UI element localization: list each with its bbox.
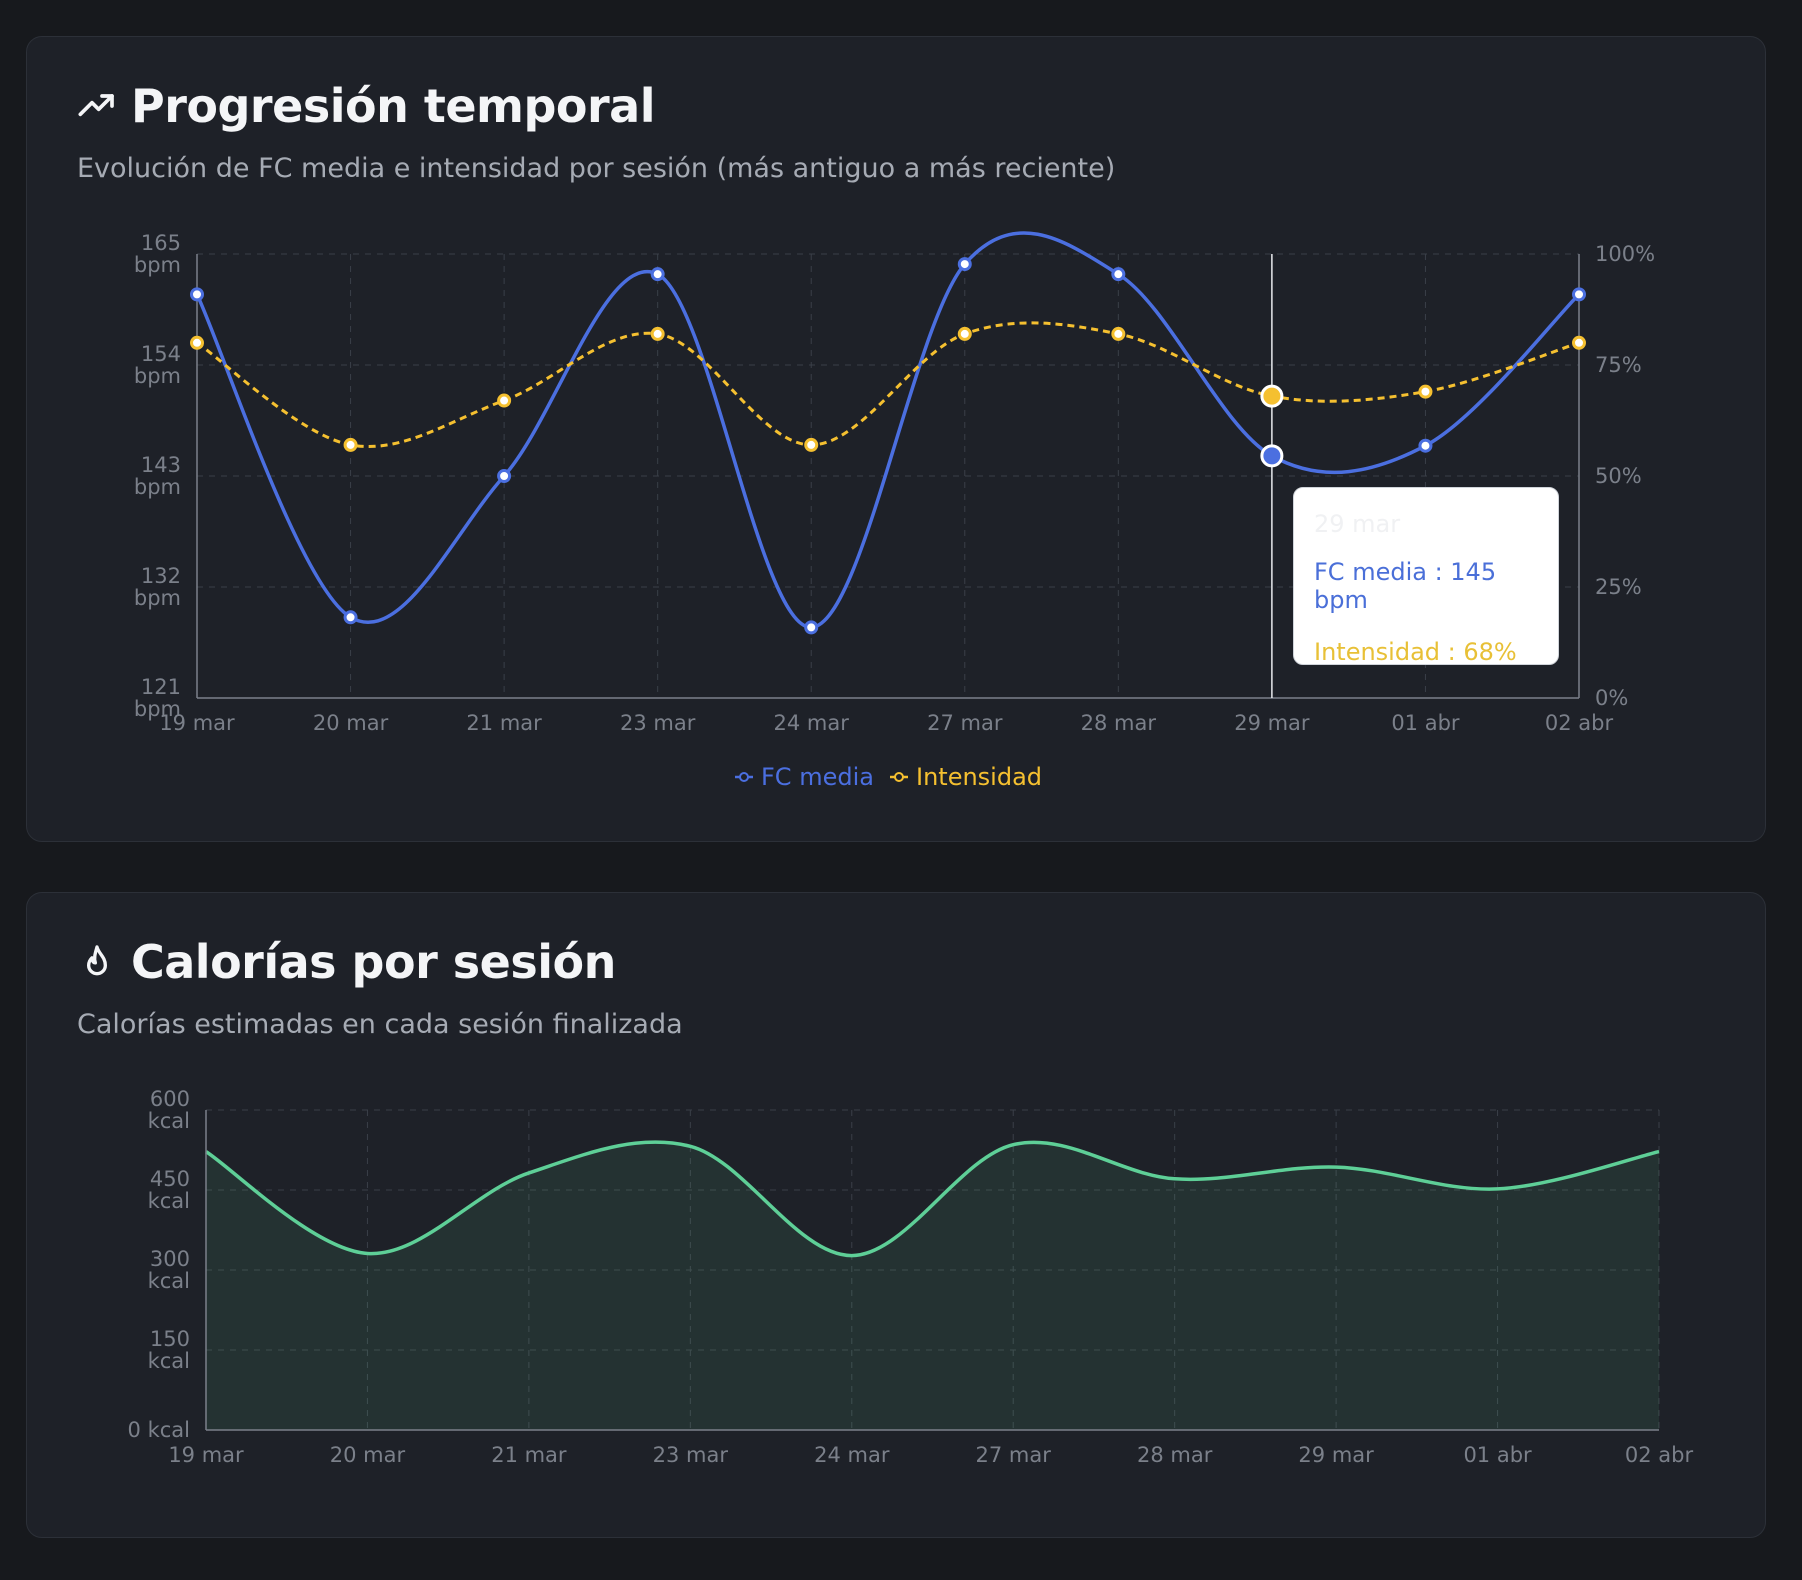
fc-point (1260, 444, 1284, 468)
tooltip-intensity: Intensidad : 68% (1314, 638, 1517, 666)
intensity-point (1111, 326, 1126, 341)
calories-card: Calorías por sesión Calorías estimadas e… (26, 892, 1766, 1538)
x-tick: 28 mar (1137, 1443, 1213, 1467)
x-tick: 24 mar (814, 1443, 890, 1467)
x-tick: 21 mar (491, 1443, 567, 1467)
chart-tooltip: 29 mar FC media : 145 bpm Intensidad : 6… (1293, 487, 1559, 666)
fc-point (957, 257, 972, 272)
fc-point (650, 267, 665, 282)
intensity-point (1572, 335, 1586, 350)
y-right-tick: 50% (1595, 464, 1642, 488)
fc-point (804, 620, 819, 635)
calories-subtitle: Calorías estimadas en cada sesión finali… (77, 1009, 683, 1040)
calories-area (206, 1142, 1659, 1430)
intensity-point (804, 437, 819, 452)
y-right-tick: 25% (1595, 575, 1642, 599)
x-tick: 23 mar (620, 711, 696, 735)
legend-fc: FC media (761, 763, 874, 791)
intensity-point (1418, 384, 1433, 399)
y-tick: 0 kcal (128, 1418, 190, 1442)
y-right-tick: 0% (1595, 686, 1628, 710)
y-right-tick: 100% (1595, 242, 1655, 266)
y-tick: 150 kcal (148, 1327, 190, 1373)
legend-intensity-dot (894, 772, 904, 782)
intensity-point (497, 393, 512, 408)
calories-line (205, 1140, 1660, 1258)
intensity-point (1260, 384, 1284, 408)
intensity-line (196, 321, 1580, 448)
x-tick: 20 mar (330, 1443, 406, 1467)
progression-subtitle: Evolución de FC media e intensidad por s… (77, 153, 1116, 184)
x-tick: 01 abr (1463, 1443, 1532, 1467)
intensity-point (343, 437, 358, 452)
x-tick: 02 abr (1625, 1443, 1694, 1467)
trending-up-icon (77, 86, 117, 126)
progression-header: Progresión temporal Evolución de FC medi… (77, 79, 1115, 184)
x-tick: 01 abr (1391, 711, 1460, 735)
y-left-tick: 121 bpm (134, 675, 181, 721)
calories-header: Calorías por sesión Calorías estimadas e… (77, 935, 683, 1040)
x-tick: 19 mar (159, 711, 235, 735)
y-right-tick: 75% (1595, 353, 1642, 377)
y-left-tick: 132 bpm (134, 564, 181, 610)
progression-card: Progresión temporal Evolución de FC medi… (26, 36, 1766, 842)
tooltip-date: 29 mar (1314, 510, 1401, 538)
y-left-tick: 165 bpm (134, 231, 181, 277)
fc-point (343, 610, 358, 625)
legend-fc-dot (739, 772, 749, 782)
intensity-point (957, 326, 972, 341)
progression-title: Progresión temporal (131, 79, 655, 133)
y-left-tick: 154 bpm (134, 342, 181, 388)
x-tick: 29 mar (1298, 1443, 1374, 1467)
y-tick: 450 kcal (148, 1167, 190, 1213)
y-tick: 600 kcal (148, 1087, 190, 1133)
flame-icon (77, 942, 117, 982)
fc-point (497, 469, 512, 483)
x-tick: 21 mar (466, 711, 542, 735)
fc-point (1111, 267, 1126, 282)
x-tick: 19 mar (168, 1443, 244, 1467)
tooltip-fc: FC media : 145 bpm (1314, 558, 1497, 614)
x-tick: 24 mar (774, 711, 850, 735)
x-tick: 02 abr (1545, 711, 1614, 735)
y-tick: 300 kcal (148, 1247, 190, 1293)
progression-chart[interactable]: 165 bpm 100% 154 bpm 75% 143 bpm 50% 132 bpm 25% 121… (27, 37, 1767, 843)
legend-intensity: Intensidad (916, 763, 1042, 791)
x-tick: 27 mar (927, 711, 1003, 735)
fc-point (190, 287, 204, 302)
x-tick: 27 mar (976, 1443, 1052, 1467)
fc-point (1572, 287, 1586, 302)
intensity-point (190, 335, 204, 350)
y-left-tick: 143 bpm (134, 453, 181, 499)
calories-title: Calorías por sesión (131, 935, 616, 989)
x-tick: 28 mar (1081, 711, 1157, 735)
fc-point (1418, 438, 1433, 453)
x-tick: 20 mar (313, 711, 389, 735)
fc-line (195, 231, 1581, 630)
x-tick: 23 mar (653, 1443, 729, 1467)
x-tick: 29 mar (1234, 711, 1310, 735)
intensity-point (650, 326, 665, 341)
